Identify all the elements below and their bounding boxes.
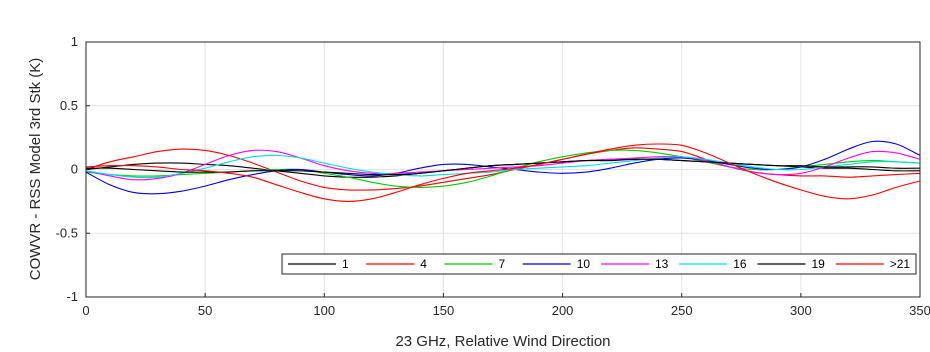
y-tick-label: -0.5 — [56, 225, 78, 240]
series-line-7 — [85, 158, 921, 176]
legend-label: 1 — [342, 257, 349, 271]
x-tick-label: 150 — [433, 303, 455, 318]
legend-box — [281, 253, 917, 275]
legend-label: 13 — [655, 257, 669, 271]
series-line-6 — [85, 154, 921, 179]
series-line-5 — [85, 149, 921, 181]
x-tick-label: 200 — [552, 303, 574, 318]
legend-label: 4 — [420, 257, 427, 271]
x-tick-label: 250 — [671, 303, 693, 318]
y-tick-label: 0.5 — [60, 98, 78, 113]
legend-label: 10 — [577, 257, 591, 271]
series-lines — [85, 140, 921, 202]
legend-label: 16 — [733, 257, 747, 271]
x-tick-label: 100 — [313, 303, 335, 318]
legend-label: 19 — [812, 257, 826, 271]
x-tick-label: 50 — [198, 303, 212, 318]
axis-ticks: 0 50 100 150 200 250 300 350 -1 -0.5 0 0.5 1 — [56, 34, 930, 318]
legend-label: 7 — [499, 257, 506, 271]
y-tick-label: 1 — [71, 34, 78, 49]
grid-lines — [86, 42, 920, 297]
series-line-8 — [85, 143, 921, 202]
x-tick-label: 350 — [909, 303, 930, 318]
x-axis-label: 23 GHz, Relative Wind Direction — [395, 333, 610, 350]
legend: 1 4 7 10 13 16 19 >21 — [281, 253, 917, 275]
x-tick-label: 300 — [790, 303, 812, 318]
plot-border — [85, 41, 921, 298]
x-tick-label: 0 — [82, 303, 89, 318]
legend-label: >21 — [890, 257, 911, 271]
y-tick-label: 0 — [71, 162, 78, 177]
y-tick-label: -1 — [66, 289, 78, 304]
y-axis-label: COWVR - RSS Model 3rd Stk (K) — [27, 58, 44, 281]
